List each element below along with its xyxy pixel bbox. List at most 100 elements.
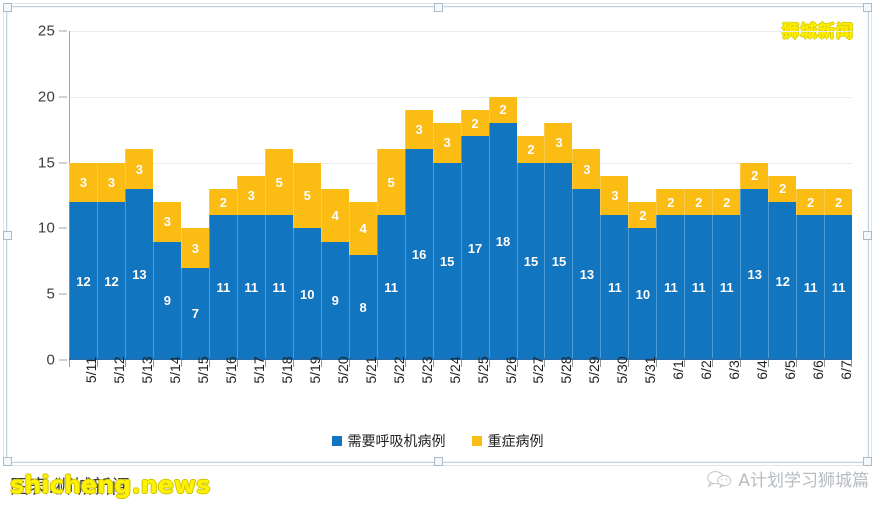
bar-segment-ventilator[interactable]: 11 bbox=[796, 215, 825, 360]
bar-segment-ventilator[interactable]: 13 bbox=[740, 188, 769, 360]
bar-segment-ventilator[interactable]: 11 bbox=[600, 215, 629, 360]
bar-segment-severe[interactable]: 3 bbox=[180, 228, 209, 268]
bar-column[interactable]: 3 12 bbox=[96, 31, 125, 360]
bar-column[interactable]: 3 16 bbox=[404, 31, 433, 360]
resize-handle-middle-right[interactable] bbox=[863, 230, 872, 240]
bar-segment-ventilator[interactable]: 10 bbox=[292, 228, 321, 360]
bar-segment-severe[interactable]: 3 bbox=[404, 109, 433, 150]
bar-segment-ventilator[interactable]: 11 bbox=[684, 215, 713, 360]
bar-segment-severe[interactable]: 3 bbox=[236, 175, 265, 216]
bar-column[interactable]: 2 17 bbox=[460, 31, 489, 360]
bar-segment-ventilator[interactable]: 16 bbox=[404, 149, 433, 360]
bar-segment-severe[interactable]: 2 bbox=[740, 162, 769, 189]
bar-column[interactable]: 2 11 bbox=[824, 31, 853, 360]
chart-object-frame[interactable]: 狮城新闻 0 5 10 15 20 25 3 12 3 12 3 13 3 9 3 7 2 11 3 11 5 11 5 1… bbox=[3, 3, 872, 466]
bar-segment-ventilator[interactable]: 12 bbox=[69, 202, 97, 360]
bar-segment-ventilator[interactable]: 18 bbox=[488, 123, 517, 360]
bar-segment-severe[interactable]: 3 bbox=[600, 175, 629, 216]
bar-segment-ventilator[interactable]: 17 bbox=[460, 136, 489, 360]
bar-value-label: 3 bbox=[191, 240, 199, 256]
bar-segment-severe[interactable]: 3 bbox=[572, 149, 601, 189]
bar-segment-ventilator[interactable]: 13 bbox=[124, 188, 153, 360]
bar-segment-severe[interactable]: 2 bbox=[712, 188, 741, 216]
bar-column[interactable]: 5 11 bbox=[376, 31, 405, 360]
x-axis-tick-mark bbox=[796, 360, 824, 368]
bar-segment-severe[interactable]: 2 bbox=[656, 188, 685, 216]
bar-column[interactable]: 2 11 bbox=[796, 31, 825, 360]
bar-column[interactable]: 2 11 bbox=[684, 31, 713, 360]
bar-segment-severe[interactable]: 2 bbox=[824, 188, 853, 216]
bar-segment-severe[interactable]: 2 bbox=[684, 188, 713, 216]
bar-segment-severe[interactable]: 2 bbox=[460, 109, 489, 137]
bar-segment-severe[interactable]: 3 bbox=[152, 202, 181, 242]
bar-segment-ventilator[interactable]: 9 bbox=[320, 241, 349, 360]
bar-column[interactable]: 3 15 bbox=[432, 31, 461, 360]
bar-column[interactable]: 5 11 bbox=[264, 31, 293, 360]
bar-segment-ventilator[interactable]: 7 bbox=[180, 267, 209, 360]
bar-column[interactable]: 5 10 bbox=[292, 31, 321, 360]
legend-item[interactable]: 需要呼吸机病例 bbox=[331, 431, 446, 451]
bar-segment-severe[interactable]: 2 bbox=[628, 202, 657, 229]
bar-segment-severe[interactable]: 5 bbox=[264, 149, 293, 216]
resize-handle-bottom-left[interactable] bbox=[3, 457, 12, 466]
bar-segment-ventilator[interactable]: 11 bbox=[264, 215, 293, 360]
bar-segment-severe[interactable]: 5 bbox=[292, 162, 321, 229]
bar-segment-severe[interactable]: 2 bbox=[516, 136, 545, 163]
bar-segment-severe[interactable]: 3 bbox=[96, 162, 125, 203]
bar-column[interactable]: 3 11 bbox=[236, 31, 265, 360]
resize-handle-top-right[interactable] bbox=[863, 3, 872, 12]
bar-column[interactable]: 3 13 bbox=[124, 31, 153, 360]
bar-column[interactable]: 2 10 bbox=[628, 31, 657, 360]
resize-handle-bottom-right[interactable] bbox=[863, 457, 872, 466]
bar-segment-ventilator[interactable]: 11 bbox=[376, 215, 405, 360]
bar-value-label: 3 bbox=[611, 188, 619, 204]
bar-segment-severe[interactable]: 4 bbox=[348, 202, 377, 255]
bar-segment-severe[interactable]: 2 bbox=[488, 96, 517, 124]
bar-column[interactable]: 3 15 bbox=[544, 31, 573, 360]
bar-segment-ventilator[interactable]: 9 bbox=[152, 241, 181, 360]
legend-item[interactable]: 重症病例 bbox=[471, 431, 544, 451]
bar-segment-ventilator[interactable]: 13 bbox=[572, 188, 601, 360]
bar-segment-ventilator[interactable]: 11 bbox=[208, 215, 237, 360]
bar-column[interactable]: 2 13 bbox=[740, 31, 769, 360]
bar-segment-ventilator[interactable]: 12 bbox=[768, 202, 797, 360]
bar-segment-severe[interactable]: 5 bbox=[376, 149, 405, 216]
bar-segment-ventilator[interactable]: 12 bbox=[96, 202, 125, 360]
bar-segment-severe[interactable]: 3 bbox=[544, 123, 573, 163]
bar-segment-ventilator[interactable]: 15 bbox=[544, 162, 573, 360]
bar-value-label: 11 bbox=[272, 280, 287, 296]
bar-column[interactable]: 2 12 bbox=[768, 31, 797, 360]
bar-column[interactable]: 3 12 bbox=[69, 31, 97, 360]
bar-segment-ventilator[interactable]: 11 bbox=[712, 215, 741, 360]
bar-segment-ventilator[interactable]: 11 bbox=[824, 215, 853, 360]
bar-column[interactable]: 3 11 bbox=[600, 31, 629, 360]
bar-column[interactable]: 2 18 bbox=[488, 31, 517, 360]
bar-segment-ventilator[interactable]: 15 bbox=[432, 162, 461, 360]
bar-column[interactable]: 2 15 bbox=[516, 31, 545, 360]
bar-segment-ventilator[interactable]: 15 bbox=[516, 162, 545, 360]
bar-column[interactable]: 2 11 bbox=[208, 31, 237, 360]
bar-column[interactable]: 2 11 bbox=[656, 31, 685, 360]
bar-segment-severe[interactable]: 2 bbox=[768, 175, 797, 203]
bar-column[interactable]: 3 13 bbox=[572, 31, 601, 360]
bar-segment-severe[interactable]: 2 bbox=[796, 188, 825, 216]
bar-segment-severe[interactable]: 4 bbox=[320, 188, 349, 242]
resize-handle-bottom-middle[interactable] bbox=[433, 457, 443, 466]
bar-segment-severe[interactable]: 3 bbox=[124, 149, 153, 189]
resize-handle-top-middle[interactable] bbox=[433, 3, 443, 12]
bar-column[interactable]: 2 11 bbox=[712, 31, 741, 360]
watermark-top-right: 狮城新闻 bbox=[782, 22, 854, 42]
resize-handle-middle-left[interactable] bbox=[3, 230, 12, 240]
bar-segment-ventilator[interactable]: 10 bbox=[628, 228, 657, 360]
bar-segment-severe[interactable]: 3 bbox=[432, 123, 461, 163]
bar-segment-ventilator[interactable]: 11 bbox=[236, 215, 265, 360]
resize-handle-top-left[interactable] bbox=[3, 3, 12, 12]
bar-segment-severe[interactable]: 3 bbox=[69, 162, 97, 203]
bar-segment-ventilator[interactable]: 11 bbox=[656, 215, 685, 360]
bar-segment-severe[interactable]: 2 bbox=[208, 188, 237, 216]
bar-segment-ventilator[interactable]: 8 bbox=[348, 254, 377, 360]
